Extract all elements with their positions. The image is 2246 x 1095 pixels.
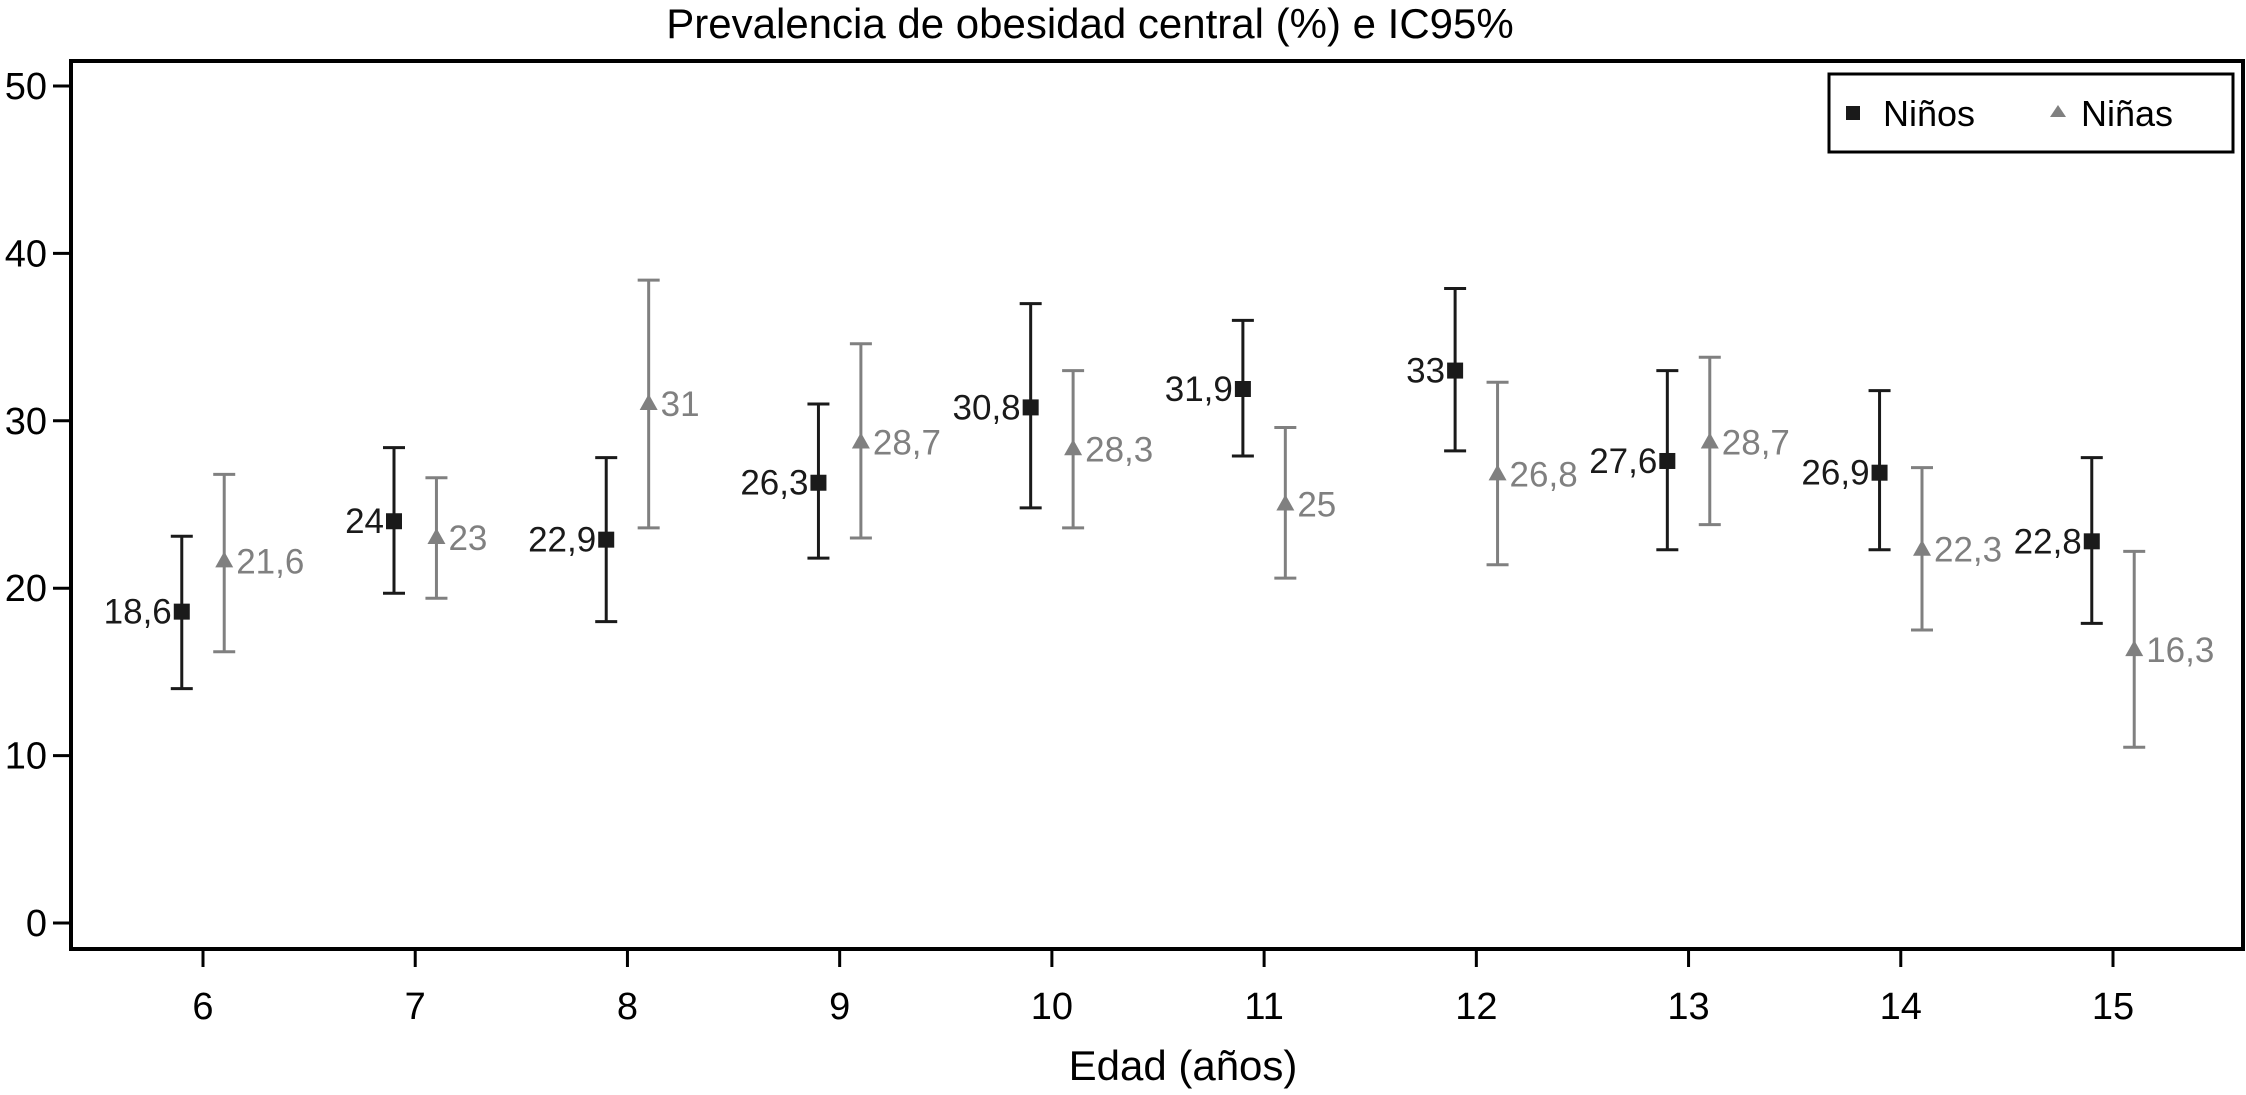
data-label: 28,7 (1722, 424, 1790, 463)
data-point-triangle (1064, 439, 1083, 456)
x-tick-label: 7 (405, 986, 426, 1028)
y-tick-label: 10 (5, 736, 47, 778)
data-point-square (386, 513, 402, 530)
x-tick-label: 6 (192, 986, 213, 1028)
x-axis-label: Edad (años) (1069, 1042, 1298, 1089)
data-point-square (1234, 380, 1251, 397)
data-label: 22,3 (1934, 531, 2002, 570)
x-tick-label: 12 (1455, 986, 1497, 1028)
data-label: 21,6 (236, 542, 304, 581)
data-point-triangle (1488, 464, 1507, 481)
y-tick-label: 0 (26, 903, 47, 945)
data-point-triangle (1276, 494, 1295, 511)
data-point-triangle (2125, 640, 2144, 657)
legend-square-marker-icon (1846, 106, 1860, 120)
x-tick-label: 11 (1244, 986, 1283, 1028)
y-tick-label: 20 (5, 568, 47, 610)
data-point-triangle (639, 394, 658, 411)
data-label: 23 (448, 519, 487, 558)
data-label: 33 (1406, 352, 1445, 391)
data-label: 25 (1297, 486, 1336, 525)
data-point-square (1659, 452, 1676, 469)
data-label: 28,3 (1085, 430, 1153, 469)
x-tick-label: 10 (1031, 986, 1073, 1028)
data-label: 31,9 (1165, 370, 1233, 409)
data-label: 26,3 (740, 464, 808, 503)
legend-label-ninas: Niñas (2081, 93, 2173, 134)
legend-label-ninos: Niños (1883, 93, 1975, 134)
data-point-triangle (1700, 432, 1719, 449)
legend-triangle-marker-icon (2050, 105, 2066, 117)
x-axis: 6 7 8 9 10 11 12 13 14 15 (192, 949, 2134, 1028)
data-point-square (1447, 362, 1464, 379)
data-point-square (1871, 464, 1888, 481)
y-tick-label: 50 (5, 66, 47, 108)
data-label: 28,7 (873, 424, 941, 463)
data-point-square (2083, 533, 2100, 550)
x-tick-label: 13 (1667, 986, 1709, 1028)
data-label: 22,9 (528, 521, 596, 560)
legend: Niños Niñas (1827, 72, 2235, 154)
x-tick-label: 15 (2092, 986, 2134, 1028)
data-label: 27,6 (1589, 442, 1657, 481)
y-tick-label: 40 (5, 233, 47, 275)
data-label: 31 (661, 385, 700, 424)
data-label: 26,8 (1510, 455, 1578, 494)
y-tick-label: 30 (5, 401, 47, 443)
y-axis: 0 10 20 30 40 50 (5, 66, 71, 945)
chart-title: Prevalencia de obesidad central (%) e IC… (666, 0, 1513, 47)
data-point-square (1022, 399, 1039, 416)
series-ninos: 18,6 24 22,9 26,3 30,8 31,9 33 27,6 26,9 22,8 (104, 287, 2103, 691)
x-tick-label: 8 (617, 986, 638, 1028)
data-point-square (810, 474, 827, 491)
x-tick-label: 9 (829, 986, 850, 1028)
data-label: 30,8 (953, 388, 1021, 427)
data-label: 18,6 (104, 593, 172, 632)
data-label: 24 (345, 502, 384, 541)
x-tick-label: 14 (1880, 986, 1922, 1028)
data-label: 22,8 (2014, 522, 2082, 561)
data-point-triangle (1913, 539, 1931, 556)
legend-box (1827, 72, 2235, 154)
data-point-triangle (215, 551, 234, 568)
data-point-square (598, 531, 615, 548)
data-label: 26,9 (1801, 454, 1869, 493)
data-label: 16,3 (2146, 631, 2214, 670)
data-point-triangle (851, 432, 870, 449)
data-point-square (173, 603, 190, 620)
plot-area-frame (69, 59, 2245, 951)
data-point-triangle (427, 527, 446, 544)
series-ninas: 21,6 23 31 28,7 28,3 25 26,8 28,7 22,3 16,3 (213, 278, 2214, 749)
